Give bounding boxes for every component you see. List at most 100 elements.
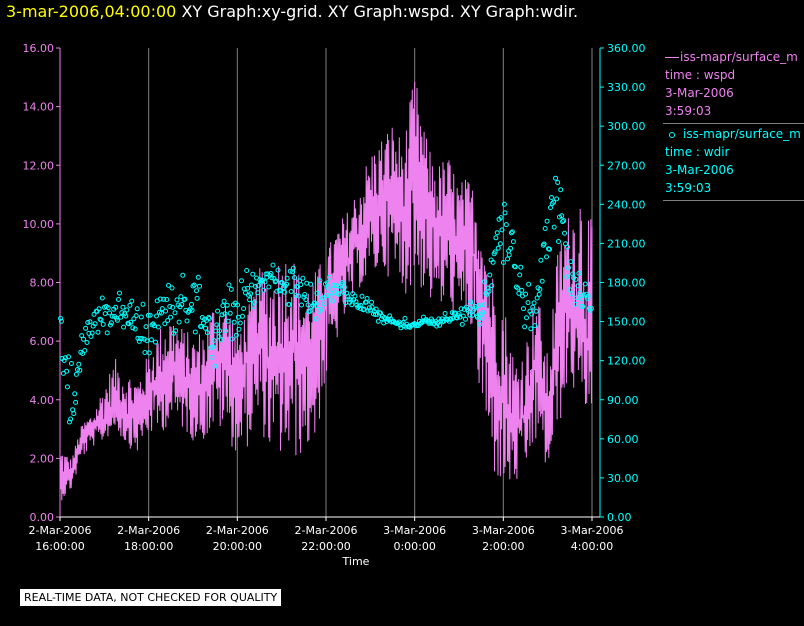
wdir-point <box>369 304 375 310</box>
x-tick-date-label: 2-Mar-2006 <box>295 524 358 537</box>
wdir-point <box>129 298 135 304</box>
wdir-point <box>144 338 150 344</box>
graph-header: 3-mar-2006,04:00:00 XY Graph:xy-grid. XY… <box>6 2 578 21</box>
wdir-point <box>324 280 330 286</box>
wdir-point <box>559 213 565 219</box>
wdir-point <box>244 268 250 273</box>
wdir-point <box>325 285 331 291</box>
wdir-point <box>143 324 149 330</box>
wdir-point <box>107 310 112 316</box>
wdir-point <box>178 294 184 300</box>
wdir-point <box>318 307 324 312</box>
wdir-point <box>211 338 217 343</box>
wdir-point <box>348 297 354 303</box>
wdir-point <box>170 304 176 310</box>
wdir-point <box>279 280 285 286</box>
wdir-point <box>151 323 157 329</box>
left-tick-label: 6.00 <box>30 335 55 348</box>
wdir-point <box>241 306 247 312</box>
wdir-point <box>582 281 588 287</box>
header-timestamp: 3-mar-2006,04:00:00 <box>6 2 177 21</box>
wdir-point <box>463 304 469 310</box>
wdir-point <box>328 290 334 296</box>
wdir-point <box>302 292 308 297</box>
wdir-point <box>502 210 508 216</box>
x-tick-time-label: 18:00:00 <box>124 540 173 553</box>
wdir-point <box>369 299 374 305</box>
wdir-point <box>235 302 240 308</box>
wdir-point <box>467 312 473 318</box>
wdir-point <box>173 328 179 334</box>
wdir-point <box>510 239 516 245</box>
wdir-point <box>108 320 114 326</box>
wdir-point <box>269 275 275 281</box>
wdir-point <box>542 226 548 231</box>
wdir-point <box>116 297 121 302</box>
wdir-point <box>109 313 115 319</box>
wdir-point <box>327 293 333 299</box>
wdir-point <box>204 330 210 336</box>
wdir-point <box>255 290 261 296</box>
wdir-point <box>182 296 188 302</box>
circle-marker-icon <box>669 131 675 138</box>
wdir-point <box>83 325 89 331</box>
wdir-point <box>463 316 468 322</box>
wdir-point <box>75 367 80 372</box>
wdir-point <box>383 316 389 322</box>
wdir-point <box>565 244 571 250</box>
wdir-point <box>153 339 158 345</box>
left-tick-label: 2.00 <box>30 452 55 465</box>
wdir-series <box>58 175 594 425</box>
wdir-point <box>290 265 296 271</box>
wdir-point <box>161 296 167 302</box>
wdir-point <box>226 282 232 288</box>
wdir-point <box>312 300 318 306</box>
wdir-point <box>123 313 129 319</box>
wdir-point <box>58 318 64 324</box>
right-tick-label: 90.00 <box>607 394 639 407</box>
x-tick-date-label: 3-Mar-2006 <box>383 524 446 537</box>
wdir-point <box>58 315 63 321</box>
wdir-point <box>139 336 145 341</box>
wdir-point <box>131 316 137 322</box>
wdir-point <box>71 411 77 417</box>
wdir-point <box>169 285 175 291</box>
wdir-point <box>341 284 347 290</box>
wdir-point <box>233 332 239 338</box>
wdir-point <box>459 321 465 327</box>
wdir-point <box>275 267 281 273</box>
wdir-point <box>195 274 201 280</box>
wdir-point <box>538 257 544 263</box>
wdir-point <box>117 290 122 296</box>
wdir-point <box>203 325 208 331</box>
wdir-point <box>89 330 95 336</box>
wdir-point <box>330 298 335 304</box>
wdir-point <box>127 302 133 308</box>
wdir-point <box>555 180 561 185</box>
wdir-point <box>237 320 243 326</box>
legend-entry-wspd: iss-mapr/surface_m time : wspd 3-Mar-200… <box>663 48 804 124</box>
wdir-point <box>313 316 319 322</box>
wdir-point <box>490 259 496 265</box>
wdir-point <box>480 310 486 315</box>
right-tick-label: 60.00 <box>607 433 639 446</box>
wdir-point <box>147 312 153 318</box>
wdir-point <box>262 279 268 285</box>
wdir-point <box>536 291 542 297</box>
wdir-point <box>575 283 581 289</box>
wdir-point <box>189 301 194 307</box>
wdir-point <box>336 291 342 297</box>
wdir-point <box>132 326 138 332</box>
wdir-point <box>572 301 578 307</box>
wdir-point <box>229 336 235 342</box>
wdir-point <box>113 304 119 310</box>
wdir-point <box>95 329 101 335</box>
wdir-point <box>286 302 292 307</box>
wdir-point <box>460 313 466 319</box>
wdir-point <box>474 314 480 320</box>
wdir-point <box>300 275 306 281</box>
wdir-point <box>544 254 549 260</box>
wdir-point <box>206 316 212 321</box>
wdir-point <box>574 295 580 301</box>
